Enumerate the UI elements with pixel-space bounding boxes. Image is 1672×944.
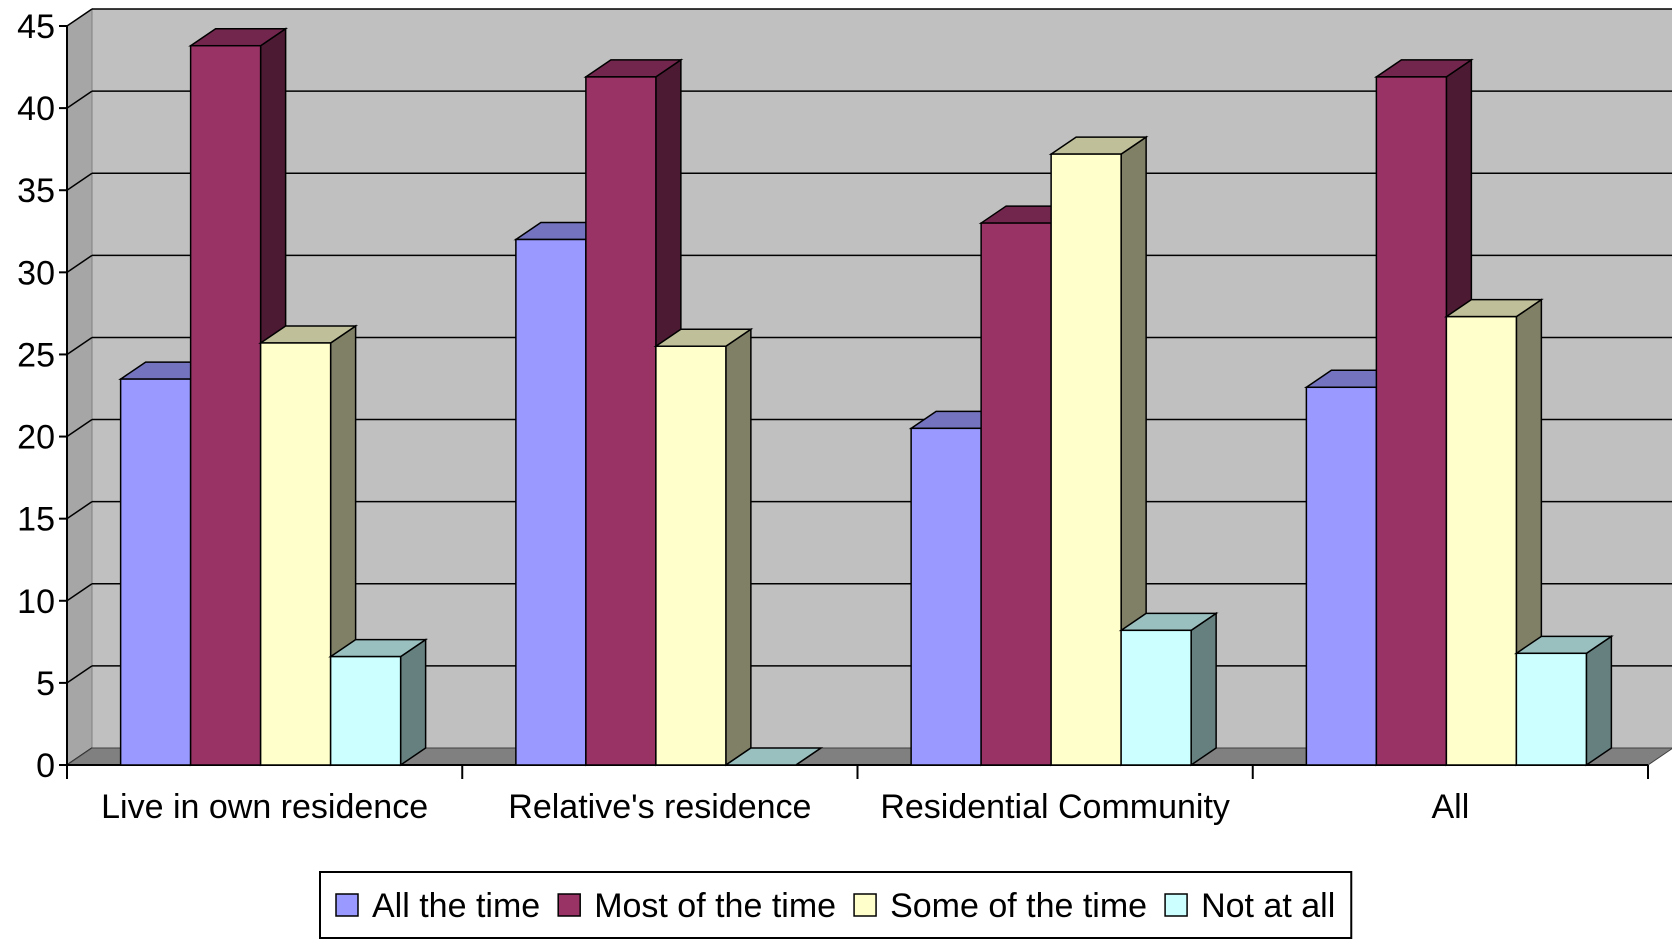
- bar: [723, 747, 824, 766]
- y-tick-label: 10: [17, 583, 55, 621]
- bar-front: [189, 44, 262, 766]
- gridline-depth: [66, 254, 93, 273]
- legend-swatch: [1164, 893, 1188, 917]
- bar-side: [1585, 634, 1613, 767]
- bar-front: [980, 222, 1052, 766]
- y-tick-label: 45: [17, 8, 55, 46]
- bar: [1118, 611, 1219, 767]
- gridline-depth: [66, 501, 93, 520]
- legend-label: Most of the time: [594, 887, 836, 925]
- gridline-depth: [66, 172, 93, 191]
- bar-side: [399, 638, 427, 767]
- gridline-depth: [66, 8, 93, 27]
- bar-front: [329, 655, 402, 766]
- legend-swatch: [557, 893, 581, 917]
- y-tick-label: 25: [17, 336, 55, 374]
- gridline-depth: [66, 665, 93, 684]
- bar-front: [1375, 76, 1448, 766]
- gridline-depth: [66, 336, 93, 356]
- bar: [328, 638, 429, 767]
- bar-front: [1515, 652, 1588, 766]
- y-tick-label: 40: [17, 90, 55, 128]
- bar-front: [910, 427, 982, 766]
- legend-label: All the time: [372, 887, 540, 925]
- bar-front: [259, 342, 332, 766]
- bar-front: [655, 345, 727, 766]
- bar-front: [119, 378, 192, 766]
- bar-front: [515, 238, 587, 766]
- bar-front: [1305, 386, 1378, 766]
- legend-swatch: [853, 893, 877, 917]
- bar-side: [725, 327, 752, 767]
- y-tick-label: 30: [17, 254, 55, 292]
- y-tick-label: 0: [36, 747, 55, 785]
- bar: [653, 327, 754, 767]
- x-category-label: Relative's residence: [508, 788, 811, 826]
- legend-swatch: [335, 893, 359, 917]
- bar-side: [1190, 611, 1217, 767]
- legend-label: Some of the time: [890, 887, 1147, 925]
- bar-front: [1120, 629, 1192, 766]
- gridline-depth: [66, 418, 93, 438]
- plot-side-wall: [66, 8, 93, 766]
- bar-front: [1445, 315, 1518, 766]
- x-category-label: Residential Community: [880, 788, 1230, 826]
- y-tick-label: 20: [17, 419, 55, 457]
- y-tick-label: 5: [36, 665, 55, 703]
- gridline-depth: [66, 583, 93, 602]
- bar-front: [585, 76, 657, 766]
- y-tick-label: 35: [17, 172, 55, 210]
- bar-front: [1050, 153, 1122, 766]
- y-tick-label: 15: [17, 501, 55, 539]
- x-category-label: Live in own residence: [101, 788, 428, 826]
- legend-label: Not at all: [1201, 887, 1335, 925]
- legend: All the time Most of the time Some of the …: [319, 871, 1353, 939]
- x-category-label: All: [1431, 788, 1469, 826]
- bar-top: [723, 747, 824, 766]
- gridline-depth: [66, 90, 93, 109]
- bar: [1513, 634, 1614, 767]
